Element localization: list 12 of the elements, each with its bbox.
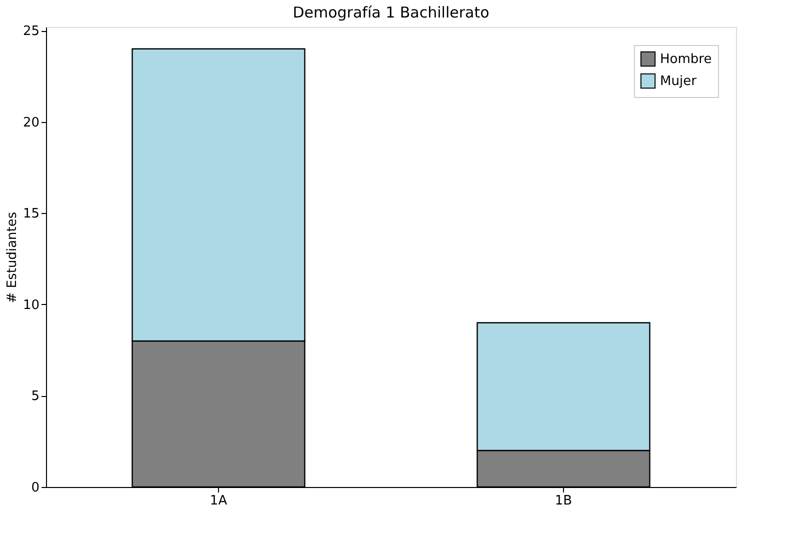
chart-title: Demografía 1 Bachillerato [292,4,490,22]
y-tick-label: 0 [31,480,40,496]
x-tick-label: 1B [554,494,572,508]
y-tick-label: 15 [22,206,40,222]
y-tick-label: 5 [31,389,40,404]
y-axis-title: # Estudiantes [4,212,20,304]
x-tick-label: 1A [210,494,228,508]
legend-label: Mujer [660,74,698,89]
y-tick-label: 20 [22,115,40,130]
legend-label: Hombre [660,52,712,67]
y-tick-label: 25 [22,24,40,40]
y-tick-label: 10 [22,298,40,313]
